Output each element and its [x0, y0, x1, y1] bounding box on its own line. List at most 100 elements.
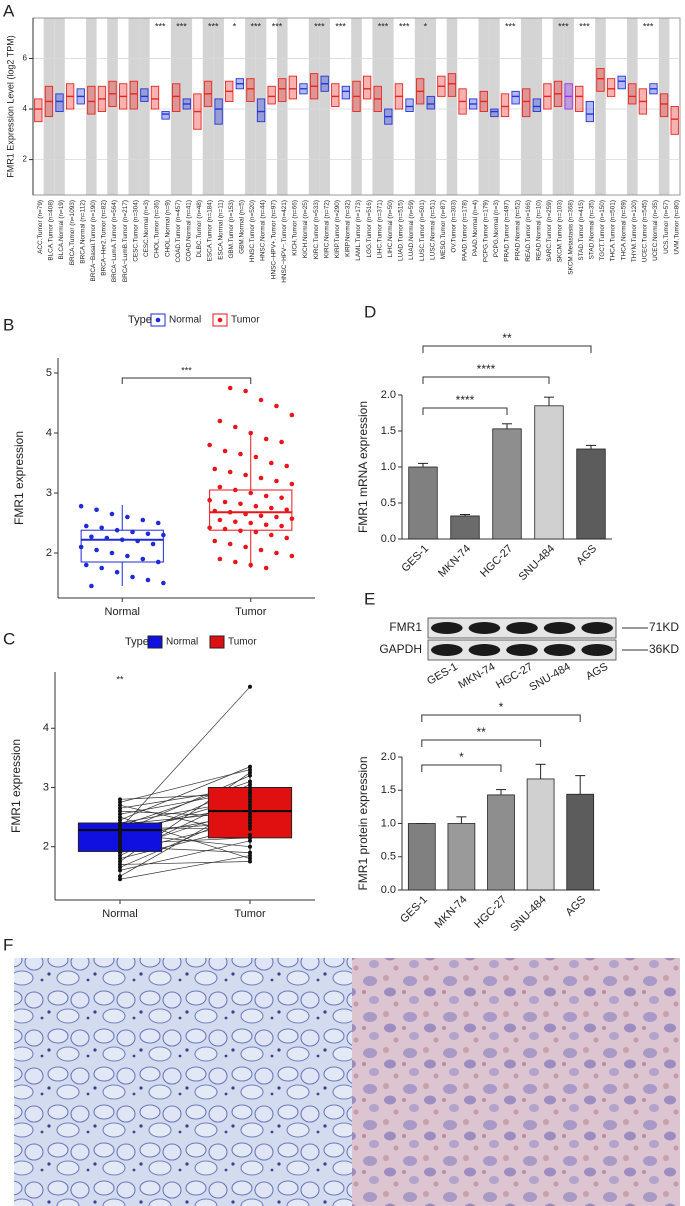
x-tick-label: HNSC−HPV+.Tumor (n=97) — [270, 200, 277, 279]
data-point — [118, 877, 122, 882]
data-point — [248, 684, 252, 689]
box — [585, 100, 595, 123]
y-axis-label: FMR1 expression — [9, 739, 23, 833]
blot-band — [468, 622, 501, 634]
data-point — [253, 503, 259, 509]
box — [341, 85, 351, 100]
data-point — [258, 547, 264, 553]
group-shading — [43, 18, 55, 195]
bar — [487, 794, 515, 891]
data-point — [238, 451, 243, 457]
data-point — [109, 550, 115, 556]
x-tick-label: BRCA−LumB.Tumor (n=217) — [122, 200, 129, 282]
box — [426, 95, 435, 110]
data-point — [248, 853, 252, 858]
significance: **** — [477, 362, 496, 376]
data-point — [248, 826, 252, 831]
x-tick-label: UCEC.Tumor (n=545) — [642, 200, 649, 262]
size-label: 36KD — [649, 642, 679, 656]
significance-bracket — [422, 407, 508, 415]
blot-row-label: GAPDH — [379, 642, 422, 656]
box — [405, 98, 414, 113]
x-tick-label: SKCM.Tumor (n=103) — [557, 200, 564, 262]
data-point — [258, 475, 264, 481]
box — [617, 75, 626, 90]
lane-label: MKN-74 — [456, 661, 497, 692]
y-tick-label: 0.0 — [381, 533, 396, 545]
x-tick-label: READ.Normal (n=10) — [535, 200, 542, 261]
data-point — [227, 385, 233, 391]
data-point — [248, 838, 252, 843]
data-point — [248, 520, 254, 526]
legend-title: Type — [128, 314, 152, 326]
significance: *** — [643, 21, 654, 31]
y-tick-label: 2 — [23, 155, 28, 164]
data-point — [130, 529, 135, 535]
blot-band — [431, 622, 463, 634]
data-point — [227, 541, 233, 547]
y-tick-label: 2.0 — [381, 751, 396, 763]
data-point — [78, 503, 84, 509]
data-point — [248, 815, 252, 820]
data-point — [233, 519, 238, 525]
x-tick-label: MESO.Tumor (n=87) — [440, 200, 447, 259]
box — [172, 83, 181, 113]
panel-label: C — [3, 629, 15, 648]
x-tick-label: LUSC.Tumor (n=501) — [419, 200, 426, 261]
data-point — [233, 424, 238, 430]
significance: ** — [116, 674, 124, 684]
bar — [576, 448, 606, 540]
legend-label: Tumor — [228, 637, 257, 648]
significance: *** — [314, 21, 325, 31]
data-point — [145, 577, 151, 583]
data-point — [248, 770, 252, 775]
significance: *** — [272, 21, 283, 31]
y-axis-label: FMR1 protein expression — [356, 756, 370, 890]
data-point — [89, 534, 94, 540]
data-point — [99, 565, 104, 571]
x-tick-label: ACC.Tumor (n=79) — [37, 200, 44, 254]
data-point — [217, 517, 223, 523]
legend-swatch — [212, 313, 228, 327]
significance: *** — [558, 21, 569, 31]
group-shading — [255, 18, 267, 195]
data-point — [118, 809, 122, 814]
data-point — [227, 469, 233, 475]
significance: * — [424, 21, 428, 31]
group-shading — [414, 18, 426, 195]
blot-band — [543, 622, 576, 634]
data-point — [243, 544, 248, 550]
panel-label: F — [3, 935, 13, 954]
data-point — [248, 785, 252, 790]
bar — [534, 405, 564, 540]
x-tick-label: Normal — [105, 606, 140, 618]
significance: *** — [378, 21, 389, 31]
data-point — [217, 418, 223, 424]
data-point — [269, 460, 274, 466]
data-point — [284, 507, 290, 513]
data-point — [248, 764, 252, 769]
lane-label: SNU-484 — [527, 661, 572, 694]
bar — [450, 515, 480, 540]
y-tick-label: 1.5 — [381, 784, 396, 796]
x-tick-label: PRAD.Tumor (n=497) — [504, 200, 511, 262]
group-shading — [319, 18, 330, 195]
x-tick-label: SNU-484 — [508, 894, 548, 934]
box — [34, 98, 43, 123]
blot-band — [506, 622, 538, 634]
data-point — [222, 448, 228, 454]
x-tick-label: SNU-484 — [517, 543, 557, 583]
data-point — [89, 583, 94, 589]
box — [575, 85, 584, 113]
data-point — [118, 865, 122, 870]
x-tick-label: Tumor — [235, 606, 267, 618]
y-tick-label: 6 — [23, 54, 28, 63]
data-point — [248, 818, 252, 823]
blot-band — [506, 644, 538, 656]
panel-label: D — [364, 302, 376, 321]
box — [214, 98, 223, 125]
data-point — [263, 493, 269, 499]
data-point — [212, 538, 218, 544]
data-point — [279, 495, 284, 501]
data-point — [248, 812, 252, 817]
